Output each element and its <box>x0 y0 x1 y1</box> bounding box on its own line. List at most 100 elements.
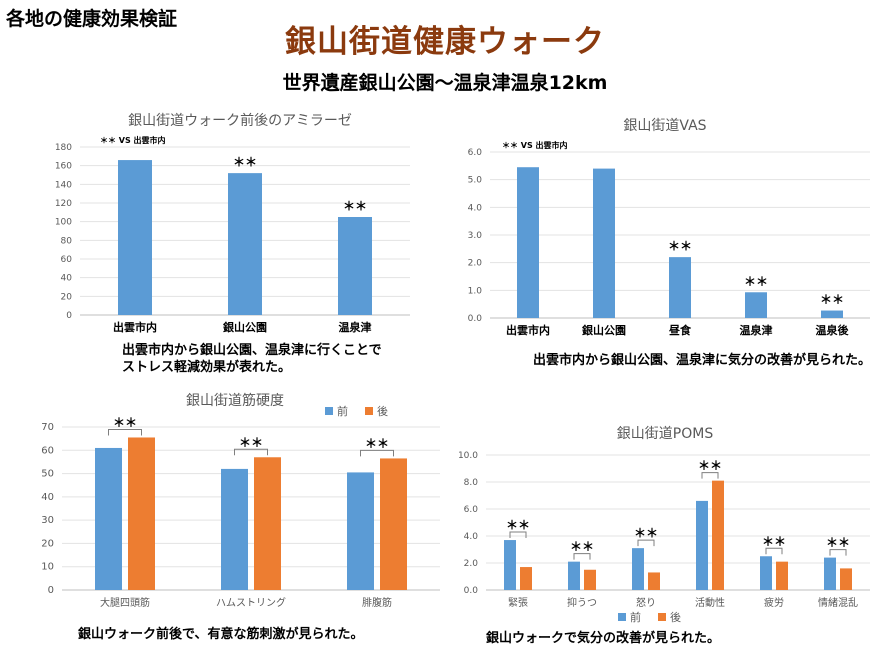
bar-before <box>632 548 644 590</box>
significance-mark: ＊＊ <box>698 459 722 473</box>
x-tick-label: 腓腹筋 <box>362 596 392 609</box>
y-tick-label: 80 <box>61 236 73 246</box>
x-tick-label: 銀山公園 <box>223 320 267 334</box>
y-tick-label: 1.0 <box>468 286 483 296</box>
x-tick-label: 温泉後 <box>816 323 850 337</box>
page-title: 銀山街道健康ウォーク <box>285 24 605 60</box>
muscle-caption: 銀山ウォーク前後で、有意な筋刺激が見られた。 <box>78 627 364 642</box>
bar-after <box>380 458 407 590</box>
x-tick-label: 怒り <box>636 596 656 609</box>
y-tick-label: 2.0 <box>468 259 483 269</box>
bar <box>593 168 615 318</box>
chart-title: 銀山街道ウォーク前後のアミラーゼ <box>128 112 352 129</box>
y-tick-label: 40 <box>41 492 54 503</box>
y-tick-label: 0 <box>66 311 72 321</box>
y-tick-label: 140 <box>55 180 72 190</box>
bar <box>338 217 372 315</box>
y-tick-label: 4.0 <box>464 532 479 542</box>
bar <box>228 173 262 315</box>
significance-mark: ＊＊ <box>233 155 257 169</box>
y-tick-label: 0.0 <box>468 314 483 324</box>
chart-title: 銀山街道VAS <box>623 118 706 134</box>
vas-chart: 銀山街道VAS ＊＊ VS 出雲市内 0.0 1.0 2.0 3.0 4.0 5.0 6.0 出雲… <box>468 118 870 337</box>
significance-mark: ＊＊ <box>570 540 594 554</box>
chart-title: 銀山街道POMS <box>617 426 714 442</box>
x-tick-label: 銀山公園 <box>582 323 626 337</box>
bar <box>517 167 539 318</box>
chart-note: ＊＊ VS 出雲市内 <box>100 135 166 145</box>
significance-bracket <box>108 428 142 436</box>
y-tick-label: 6.0 <box>464 505 479 515</box>
significance-bracket <box>765 547 783 555</box>
y-tick-label: 6.0 <box>468 148 483 158</box>
significance-mark: ＊＊ <box>343 199 367 213</box>
bar-before <box>504 540 516 590</box>
page-subtitle: 世界遺産銀山公園～温泉津温泉12km <box>282 72 608 94</box>
y-tick-label: 100 <box>55 218 72 228</box>
x-tick-label: 出雲市内 <box>506 323 550 337</box>
legend-label: 後 <box>377 404 388 418</box>
x-tick-label: 出雲市内 <box>113 320 157 334</box>
significance-mark: ＊＊ <box>365 436 389 450</box>
bar-after <box>520 567 532 590</box>
chart-note: ＊＊ VS 出雲市内 <box>502 140 568 150</box>
muscle-chart: 銀山街道筋硬度 0 10 20 30 40 50 60 70 大腿四頭筋 ＊＊ ハムストリング ＊＊ 腓腹… <box>41 392 440 609</box>
significance-bracket <box>509 531 527 539</box>
x-tick-label: 大腿四頭筋 <box>100 596 150 609</box>
legend-swatch <box>658 613 666 621</box>
y-tick-label: 10 <box>41 562 54 573</box>
amylase-caption: 出雲市内から銀山公園、温泉津に行くことで ストレス軽減効果が表れた。 <box>122 343 382 375</box>
corner-label: 各地の健康効果検証 <box>6 8 178 30</box>
bar <box>118 160 152 315</box>
significance-mark: ＊＊ <box>634 526 658 540</box>
x-tick-label: ハムストリング <box>216 596 286 609</box>
poms-caption: 銀山ウォークで気分の改善が見られた。 <box>486 631 721 646</box>
vas-caption: 出雲市内から銀山公園、温泉津に気分の改善が見られた。 <box>533 353 872 368</box>
significance-mark: ＊＊ <box>744 274 768 288</box>
legend-swatch <box>365 407 373 415</box>
bar-before <box>568 561 580 590</box>
bar <box>821 310 843 318</box>
amylase-chart: 銀山街道ウォーク前後のアミラーゼ ＊＊ VS 出雲市内 0 20 40 60 80 100 12… <box>55 112 410 334</box>
bar <box>745 292 767 318</box>
bar-after <box>840 568 852 590</box>
significance-mark: ＊＊ <box>239 435 263 449</box>
x-tick-label: 温泉津 <box>339 320 372 334</box>
bar-before <box>347 472 374 590</box>
significance-mark: ＊＊ <box>826 536 850 550</box>
y-tick-label: 8.0 <box>464 478 479 488</box>
y-tick-label: 60 <box>61 255 73 265</box>
y-tick-label: 0 <box>48 585 54 596</box>
significance-mark: ＊＊ <box>762 534 786 548</box>
legend-swatch <box>618 613 626 621</box>
bar-before <box>824 557 836 590</box>
x-tick-label: 昼食 <box>668 323 692 337</box>
y-tick-label: 40 <box>61 274 73 284</box>
significance-mark: ＊＊ <box>113 415 137 429</box>
bar-after <box>128 437 155 590</box>
y-tick-label: 0.0 <box>464 586 479 596</box>
x-tick-label: 緊張 <box>508 597 528 609</box>
legend-label: 後 <box>670 610 681 624</box>
bar-after <box>776 561 788 590</box>
y-tick-label: 50 <box>41 469 54 480</box>
x-tick-label: 温泉津 <box>740 323 773 337</box>
x-tick-label: 抑うつ <box>567 597 597 609</box>
significance-mark: ＊＊ <box>506 518 530 532</box>
significance-bracket <box>573 553 591 560</box>
y-tick-label: 4.0 <box>468 203 483 213</box>
bar-before <box>221 468 248 590</box>
bar <box>669 257 691 318</box>
y-tick-label: 60 <box>41 445 54 456</box>
significance-bracket <box>637 539 655 547</box>
significance-bracket <box>701 472 719 479</box>
bar-before <box>696 500 708 590</box>
bar-before <box>760 556 772 590</box>
significance-bracket <box>360 449 394 457</box>
chart-title: 銀山街道筋硬度 <box>186 392 284 409</box>
legend-label: 前 <box>337 404 348 418</box>
poms-chart: 銀山街道POMS 0.0 2.0 4.0 6.0 8.0 10.0 緊張 ＊＊ 抑うつ ＊＊ 怒り ＊＊… <box>458 426 870 624</box>
significance-mark: ＊＊ <box>668 239 692 253</box>
y-tick-label: 10.0 <box>458 451 478 461</box>
x-tick-label: 活動性 <box>695 596 725 609</box>
